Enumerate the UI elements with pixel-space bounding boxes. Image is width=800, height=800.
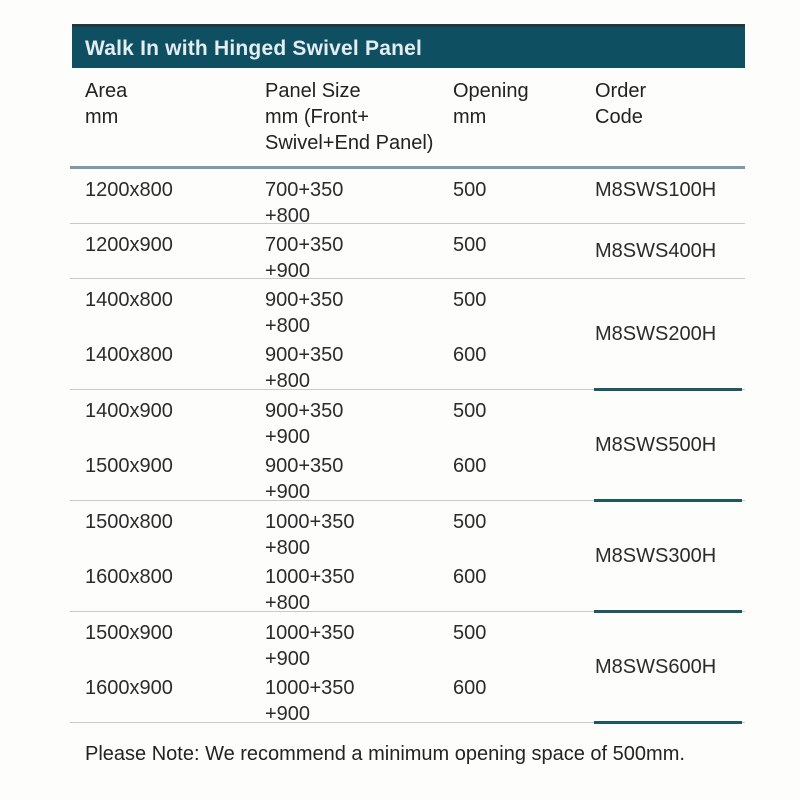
- order-code-cell: M8SWS500H: [595, 390, 745, 500]
- panel-size-line: +900: [265, 260, 311, 282]
- area-cell: 1600x800: [85, 566, 173, 588]
- panel-size-line: 900+350: [265, 400, 344, 422]
- opening-cell: 500: [453, 622, 487, 644]
- column-header-opening: Opening mm: [453, 78, 595, 166]
- panel-size-cell: 900+350 +800: [265, 334, 453, 392]
- area-cell: 1500x900: [85, 622, 173, 644]
- order-code-cell: M8SWS600H: [595, 612, 745, 722]
- opening-cell: 600: [453, 455, 487, 477]
- panel-size-cell: 1000+350 +800: [265, 556, 453, 614]
- table-row-group: 1400x800 900+350 +800 500 1400x800 900+350 +80…: [70, 279, 745, 392]
- product-spec-table: Area mm Panel Size mm (Front+ Swivel+End…: [70, 68, 745, 766]
- order-code: M8SWS100H: [595, 179, 717, 201]
- panel-size-cell: 1000+350 +800: [265, 501, 453, 559]
- panel-size-cell: 900+350 +900: [265, 390, 453, 448]
- panel-size-cell: 900+350 +900: [265, 445, 453, 503]
- order-code-cell: M8SWS400H: [595, 224, 745, 278]
- panel-size-cell: 1000+350 +900: [265, 612, 453, 670]
- opening-cell: 600: [453, 677, 487, 699]
- panel-size-line: +800: [265, 592, 311, 614]
- panel-size-line: 1000+350: [265, 622, 355, 644]
- area-cell: 1500x900: [85, 455, 173, 477]
- column-header-line: Panel Size: [265, 80, 361, 102]
- panel-size-line: +800: [265, 537, 311, 559]
- area-cell: 1400x800: [85, 344, 173, 366]
- panel-size-line: +900: [265, 703, 311, 725]
- table-row-group: 1500x900 1000+350 +900 500 1600x900 1000+350 +…: [70, 612, 745, 725]
- order-code: M8SWS300H: [595, 545, 717, 567]
- opening-cell: 500: [453, 234, 487, 256]
- panel-size-line: 700+350: [265, 179, 344, 201]
- column-headers: Area mm Panel Size mm (Front+ Swivel+End…: [70, 68, 745, 169]
- footnote: Please Note: We recommend a minimum open…: [85, 743, 685, 765]
- column-header-line: Swivel+End Panel): [265, 132, 434, 154]
- table-row-group: 1400x900 900+350 +900 500 1500x900 900+350 +90…: [70, 390, 745, 503]
- panel-size-line: 1000+350: [265, 566, 355, 588]
- opening-cell: 500: [453, 400, 487, 422]
- area-cell: 1400x800: [85, 289, 173, 311]
- panel-size-line: +800: [265, 315, 311, 337]
- panel-size-line: 700+350: [265, 234, 344, 256]
- panel-size-line: +900: [265, 481, 311, 503]
- column-header-area: Area mm: [85, 78, 265, 166]
- opening-cell: 500: [453, 179, 487, 201]
- table-row-group: 1500x800 1000+350 +800 500 1600x800 1000+350 +…: [70, 501, 745, 614]
- order-code: M8SWS400H: [595, 240, 717, 262]
- area-cell: 1200x800: [85, 179, 173, 201]
- opening-cell: 500: [453, 511, 487, 533]
- opening-cell: 600: [453, 344, 487, 366]
- table-row-group: 1200x800 700+350 +800 500 M8SWS100H: [70, 169, 745, 227]
- order-code-cell: M8SWS100H: [595, 169, 745, 223]
- column-header-line: Area: [85, 80, 128, 102]
- panel-size-cell: 700+350 +800: [265, 169, 453, 227]
- panel-size-line: 900+350: [265, 289, 344, 311]
- column-header-line: mm: [453, 106, 487, 128]
- spec-table-body: 1200x800 700+350 +800 500 M8SWS100H 1200x900 7…: [70, 169, 745, 725]
- column-header-line: Code: [595, 106, 643, 128]
- area-cell: 1500x800: [85, 511, 173, 533]
- panel-size-line: +800: [265, 370, 311, 392]
- table-row-group: 1200x900 700+350 +900 500 M8SWS400H: [70, 224, 745, 282]
- area-cell: 1600x900: [85, 677, 173, 699]
- panel-size-line: 1000+350: [265, 677, 355, 699]
- order-code: M8SWS200H: [595, 323, 717, 345]
- panel-size-line: +800: [265, 205, 311, 227]
- panel-size-cell: 900+350 +800: [265, 279, 453, 337]
- panel-size-cell: 1000+350 +900: [265, 667, 453, 725]
- table-title-bar: Walk In with Hinged Swivel Panel: [72, 24, 745, 68]
- order-code-cell: M8SWS300H: [595, 501, 745, 611]
- column-header-line: Opening: [453, 80, 529, 102]
- panel-size-cell: 700+350 +900: [265, 224, 453, 282]
- panel-size-line: 1000+350: [265, 511, 355, 533]
- panel-size-line: +900: [265, 648, 311, 670]
- column-header-panel-size: Panel Size mm (Front+ Swivel+End Panel): [265, 78, 453, 166]
- column-header-line: Order: [595, 80, 647, 102]
- column-header-line: mm: [85, 106, 119, 128]
- order-code-cell: M8SWS200H: [595, 279, 745, 389]
- column-header-line: mm (Front+: [265, 106, 369, 128]
- panel-size-line: +900: [265, 426, 311, 448]
- opening-cell: 500: [453, 289, 487, 311]
- panel-size-line: 900+350: [265, 344, 344, 366]
- panel-size-line: 900+350: [265, 455, 344, 477]
- order-code: M8SWS600H: [595, 656, 717, 678]
- table-title: Walk In with Hinged Swivel Panel: [85, 36, 423, 60]
- opening-cell: 600: [453, 566, 487, 588]
- area-cell: 1200x900: [85, 234, 173, 256]
- order-code: M8SWS500H: [595, 434, 717, 456]
- area-cell: 1400x900: [85, 400, 173, 422]
- column-header-order-code: Order Code: [595, 78, 745, 166]
